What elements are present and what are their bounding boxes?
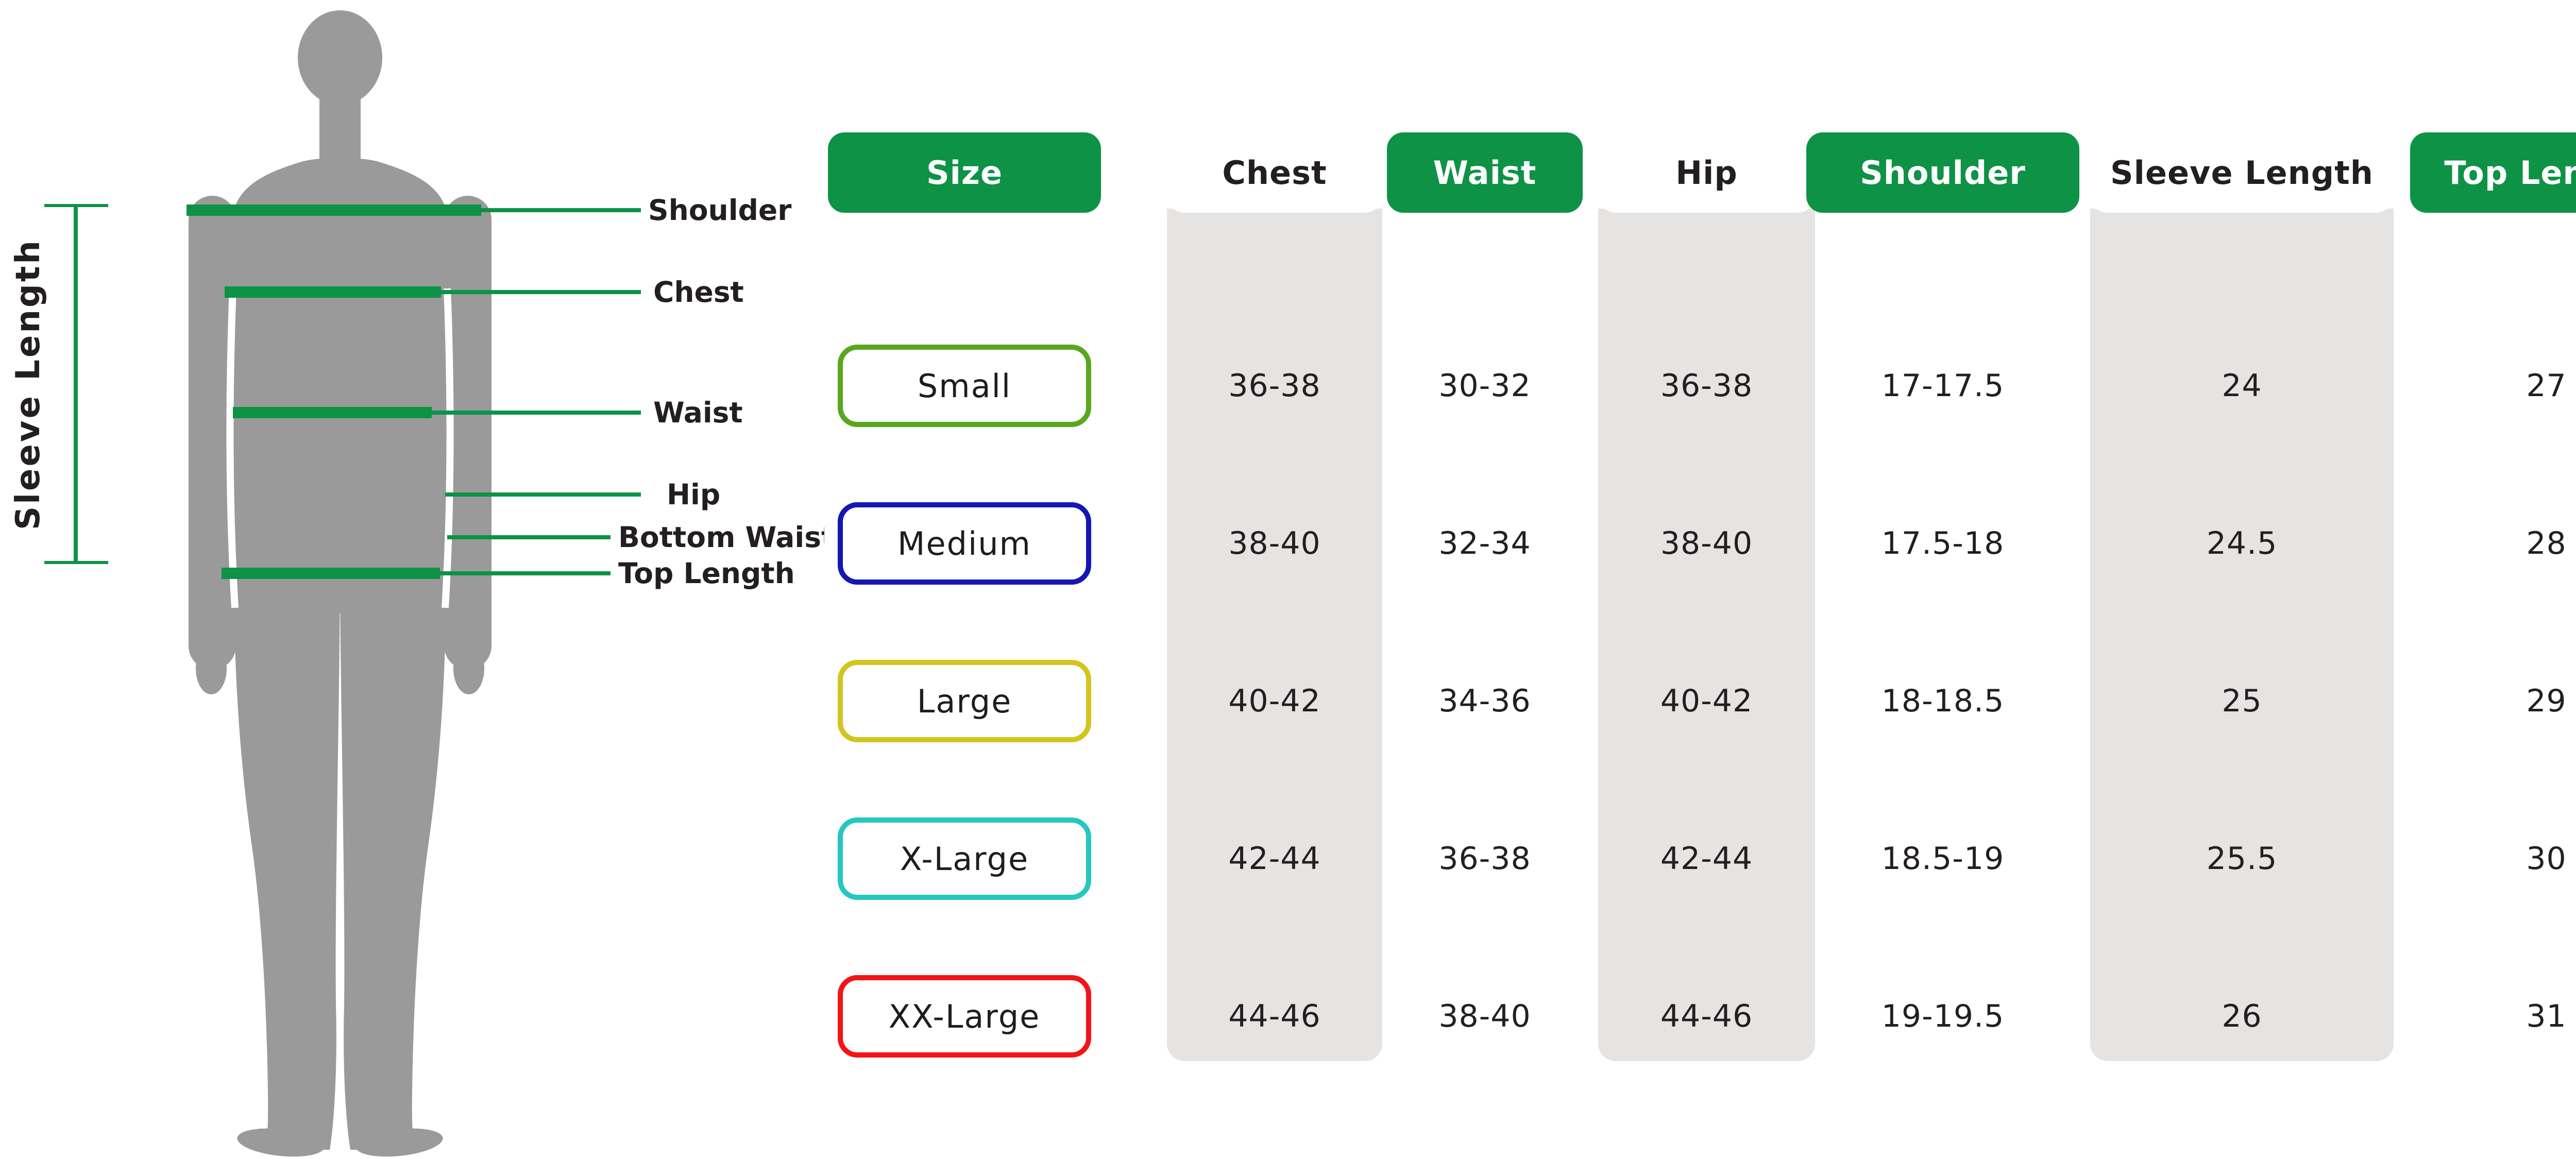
bottom-waist-label: Bottom Waist bbox=[618, 521, 824, 554]
shoulder-header: Shoulder bbox=[1806, 132, 2079, 213]
waist-line bbox=[233, 407, 432, 418]
chest-value-x-large: 42-44 bbox=[1228, 841, 1321, 877]
size-chip-x-large[interactable]: X-Large bbox=[838, 817, 1091, 900]
bottom-waist-leader bbox=[447, 535, 611, 539]
waist-value-small: 30-32 bbox=[1438, 368, 1531, 404]
size-header: Size bbox=[828, 132, 1101, 213]
hip-value-small: 36-38 bbox=[1660, 368, 1753, 404]
shoulder-line bbox=[187, 204, 481, 216]
head bbox=[298, 10, 382, 105]
human-silhouette bbox=[189, 10, 492, 1157]
right-arm-gap bbox=[442, 288, 454, 608]
body-measurement-diagram: Shoulder Chest Waist Hip Bottom Waist To… bbox=[9, 10, 824, 1157]
shoulder-column: Shoulder 17-17.5 17.5-18 18-18.5 18.5-19… bbox=[1806, 0, 2079, 1159]
waist-value-x-large: 36-38 bbox=[1438, 841, 1531, 877]
size-chip-medium[interactable]: Medium bbox=[838, 502, 1091, 585]
top-length-value-xx-large: 31 bbox=[2526, 998, 2567, 1034]
shoulder-value-small: 17-17.5 bbox=[1881, 368, 2005, 404]
waist-leader bbox=[432, 411, 641, 415]
chest-line bbox=[225, 286, 441, 298]
hip-column: Hip 36-38 38-40 40-42 42-44 44-46 bbox=[1598, 0, 1815, 1159]
top-length-line bbox=[222, 568, 440, 579]
left-arm-gap bbox=[226, 288, 239, 608]
waist-value-medium: 32-34 bbox=[1438, 525, 1531, 561]
chest-header: Chest bbox=[1167, 132, 1382, 213]
sleeve-length-value-xx-large: 26 bbox=[2222, 998, 2262, 1034]
diagram-labels: Shoulder Chest Waist Hip Bottom Waist To… bbox=[9, 194, 824, 590]
sleeve-length-value-medium: 24.5 bbox=[2206, 525, 2278, 561]
hip-value-medium: 38-40 bbox=[1660, 525, 1753, 561]
chest-column-stripe bbox=[1167, 209, 1382, 1061]
hip-label: Hip bbox=[667, 478, 720, 511]
top-length-label: Top Length bbox=[618, 557, 795, 590]
top-length-value-x-large: 30 bbox=[2526, 841, 2567, 877]
waist-column: Waist 30-32 32-34 34-36 36-38 38-40 bbox=[1387, 0, 1583, 1159]
sleeve-length-label: Sleeve Length bbox=[9, 238, 47, 530]
right-leg bbox=[340, 572, 446, 1150]
waist-value-large: 34-36 bbox=[1438, 683, 1531, 719]
shoulder-value-medium: 17.5-18 bbox=[1881, 525, 2005, 561]
shoulder-leader bbox=[481, 208, 641, 212]
waist-header: Waist bbox=[1387, 132, 1583, 213]
shoulder-value-xx-large: 19-19.5 bbox=[1881, 998, 2005, 1034]
waist-label: Waist bbox=[653, 396, 743, 429]
right-hand bbox=[453, 643, 484, 694]
chest-leader bbox=[441, 290, 641, 294]
size-chip-large[interactable]: Large bbox=[838, 660, 1091, 742]
chest-label: Chest bbox=[653, 276, 744, 309]
top-length-column: Top Length 27 28 29 30 31 bbox=[2410, 0, 2576, 1159]
size-column: Size Small Medium Large X-Large XX-Large bbox=[828, 0, 1101, 1159]
left-foot bbox=[237, 1128, 325, 1157]
chest-value-large: 40-42 bbox=[1228, 683, 1321, 719]
hip-header: Hip bbox=[1598, 132, 1815, 213]
chest-value-small: 36-38 bbox=[1228, 368, 1321, 404]
size-chip-small[interactable]: Small bbox=[838, 345, 1091, 427]
sleeve-length-column: Sleeve Length 24 24.5 25 25.5 26 bbox=[2090, 0, 2394, 1159]
shoulder-value-large: 18-18.5 bbox=[1881, 683, 2005, 719]
sleeve-length-bracket bbox=[44, 204, 108, 564]
left-arm bbox=[189, 196, 236, 670]
left-hand bbox=[196, 643, 227, 694]
top-length-leader bbox=[440, 571, 611, 575]
hip-leader bbox=[445, 492, 641, 497]
size-chip-xx-large[interactable]: XX-Large bbox=[838, 975, 1091, 1058]
shoulder-label: Shoulder bbox=[648, 194, 791, 227]
top-length-value-large: 29 bbox=[2526, 683, 2567, 719]
left-leg bbox=[234, 572, 340, 1150]
hip-column-stripe bbox=[1598, 209, 1815, 1061]
neck bbox=[319, 82, 361, 160]
sleeve-length-header: Sleeve Length bbox=[2090, 132, 2394, 213]
sleeve-length-value-large: 25 bbox=[2222, 683, 2262, 719]
hip-value-xx-large: 44-46 bbox=[1660, 998, 1753, 1034]
top-length-value-small: 27 bbox=[2526, 368, 2567, 404]
top-length-value-medium: 28 bbox=[2526, 525, 2567, 561]
torso bbox=[231, 158, 449, 613]
shoulder-value-x-large: 18.5-19 bbox=[1881, 841, 2005, 877]
sleeve-length-column-stripe bbox=[2090, 209, 2394, 1061]
chest-column: Chest 36-38 38-40 40-42 42-44 44-46 bbox=[1167, 0, 1382, 1159]
top-length-header: Top Length bbox=[2410, 132, 2576, 213]
measurement-lines bbox=[187, 204, 641, 579]
right-arm bbox=[444, 196, 492, 670]
hip-value-x-large: 42-44 bbox=[1660, 841, 1753, 877]
waist-value-xx-large: 38-40 bbox=[1438, 998, 1531, 1034]
chest-value-medium: 38-40 bbox=[1228, 525, 1321, 561]
chest-value-xx-large: 44-46 bbox=[1228, 998, 1321, 1034]
right-foot bbox=[355, 1128, 443, 1157]
hip-value-large: 40-42 bbox=[1660, 683, 1753, 719]
sleeve-length-value-x-large: 25.5 bbox=[2206, 841, 2278, 877]
sleeve-length-value-small: 24 bbox=[2222, 368, 2262, 404]
